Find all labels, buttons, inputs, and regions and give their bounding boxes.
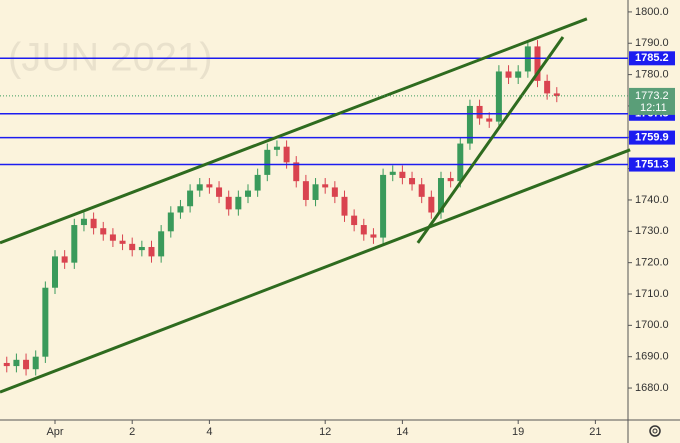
x-tick-label: 12: [319, 426, 331, 438]
y-tick-label: 1700.0: [635, 319, 669, 331]
candle-body: [466, 105, 473, 144]
x-tick-label: 4: [206, 426, 212, 438]
countdown-label: 12:11: [640, 102, 667, 114]
candle-body: [90, 218, 97, 229]
y-tick-label: 1730.0: [635, 225, 669, 237]
plot-area: [0, 17, 631, 394]
candle-body: [476, 105, 483, 119]
x-tick-label: 14: [396, 426, 408, 438]
candle-body: [13, 359, 20, 367]
trend-line: [0, 17, 588, 245]
candle-body: [129, 243, 136, 251]
x-tick-label: Apr: [46, 426, 63, 438]
candle-body: [515, 71, 522, 78]
x-tick-label: 19: [512, 426, 524, 438]
trend-line: [416, 36, 565, 244]
y-tick-label: 1790.0: [635, 37, 669, 49]
candle-body: [389, 171, 396, 175]
candle-body: [293, 162, 300, 182]
candle-body: [42, 287, 49, 357]
y-tick-label: 1710.0: [635, 288, 669, 300]
candle-body: [61, 256, 68, 263]
candle-body: [457, 143, 464, 182]
candle-body: [158, 231, 165, 257]
candle-body: [302, 181, 309, 200]
candle-body: [32, 356, 39, 370]
candle-body: [409, 178, 416, 185]
candle-body: [437, 178, 444, 213]
level-label-box: [629, 157, 675, 172]
candle-body: [351, 215, 358, 226]
x-tick-label: 2: [129, 426, 135, 438]
candle-body: [447, 178, 454, 182]
candle-body: [52, 256, 59, 288]
candle-body: [23, 359, 30, 370]
last-price-box: [629, 87, 675, 115]
candle-body: [225, 196, 232, 210]
level-label: 1751.3: [635, 158, 669, 170]
candle-body: [196, 184, 203, 191]
gear-center[interactable]: [652, 428, 658, 434]
candle-body: [486, 118, 493, 122]
candle-body: [167, 212, 174, 232]
candle-body: [331, 187, 338, 197]
x-tick-label: 21: [589, 426, 601, 438]
candle-body: [273, 146, 280, 150]
candle-body: [312, 184, 319, 200]
candle-body: [553, 93, 560, 96]
candle-body: [216, 187, 223, 197]
candle-body: [235, 196, 242, 210]
y-tick-label: 1780.0: [635, 69, 669, 81]
candle-body: [370, 234, 377, 238]
candle-body: [534, 46, 541, 81]
candle-body: [428, 196, 435, 213]
candle-body: [80, 218, 87, 226]
candle-body: [177, 206, 184, 213]
y-tick-label: 1720.0: [635, 257, 669, 269]
gear[interactable]: [649, 425, 661, 437]
y-tick-label: 1740.0: [635, 194, 669, 206]
candle-body: [206, 184, 213, 188]
candle-body: [100, 228, 107, 235]
level-label-box: [629, 51, 675, 66]
candle-body: [380, 174, 387, 238]
candle-body: [418, 184, 425, 197]
candle-body: [399, 171, 406, 179]
candle-body: [3, 362, 10, 367]
candle-body: [254, 174, 261, 191]
candle-body: [322, 184, 329, 188]
candle-body: [138, 246, 145, 251]
level-label: 1759.9: [635, 132, 669, 144]
candle-body: [264, 149, 271, 175]
candle-body: [109, 234, 116, 241]
level-label-box: [629, 130, 675, 145]
candle-body: [71, 225, 78, 263]
candle-body: [341, 196, 348, 216]
candle-body: [505, 71, 512, 78]
level-label: 1785.2: [635, 52, 669, 64]
candle-body: [495, 71, 502, 122]
candle-body: [244, 190, 251, 197]
y-tick-label: 1800.0: [635, 6, 669, 18]
candle-body: [544, 80, 551, 94]
candle-body: [360, 225, 367, 235]
y-tick-label: 1690.0: [635, 351, 669, 363]
last-price-label: 1773.2: [635, 90, 669, 102]
y-tick-label: 1680.0: [635, 382, 669, 394]
trend-line: [0, 148, 631, 394]
settings-icon[interactable]: [649, 425, 661, 437]
candle-body: [119, 240, 126, 244]
candle-body: [148, 246, 155, 257]
candle-body: [283, 146, 290, 163]
candle-body: [187, 190, 194, 207]
